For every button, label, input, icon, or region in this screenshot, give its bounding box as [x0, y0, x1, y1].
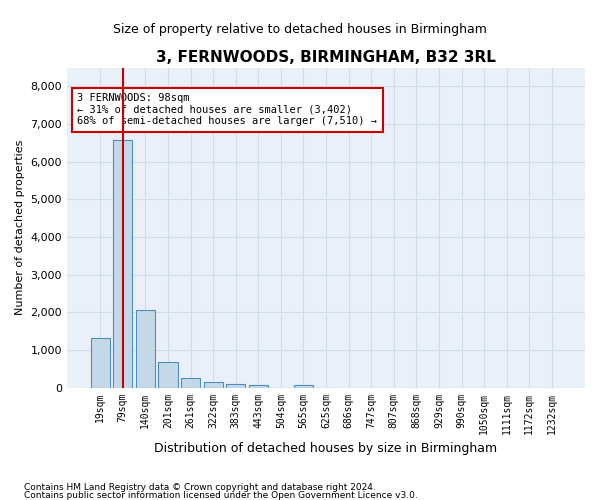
Text: Contains HM Land Registry data © Crown copyright and database right 2024.: Contains HM Land Registry data © Crown c…	[24, 483, 376, 492]
Bar	[248, 386, 268, 388]
Text: Contains public sector information licensed under the Open Government Licence v3: Contains public sector information licen…	[24, 490, 418, 500]
Bar	[136, 310, 155, 388]
Bar	[91, 338, 110, 388]
Bar	[113, 140, 133, 388]
X-axis label: Distribution of detached houses by size in Birmingham: Distribution of detached houses by size …	[154, 442, 497, 455]
Title: 3, FERNWOODS, BIRMINGHAM, B32 3RL: 3, FERNWOODS, BIRMINGHAM, B32 3RL	[156, 50, 496, 65]
Text: Size of property relative to detached houses in Birmingham: Size of property relative to detached ho…	[113, 22, 487, 36]
Bar	[158, 362, 178, 388]
Text: 3 FERNWOODS: 98sqm
← 31% of detached houses are smaller (3,402)
68% of semi-deta: 3 FERNWOODS: 98sqm ← 31% of detached hou…	[77, 93, 377, 126]
Bar	[294, 385, 313, 388]
Bar	[203, 382, 223, 388]
Y-axis label: Number of detached properties: Number of detached properties	[15, 140, 25, 316]
Bar	[226, 384, 245, 388]
Bar	[181, 378, 200, 388]
